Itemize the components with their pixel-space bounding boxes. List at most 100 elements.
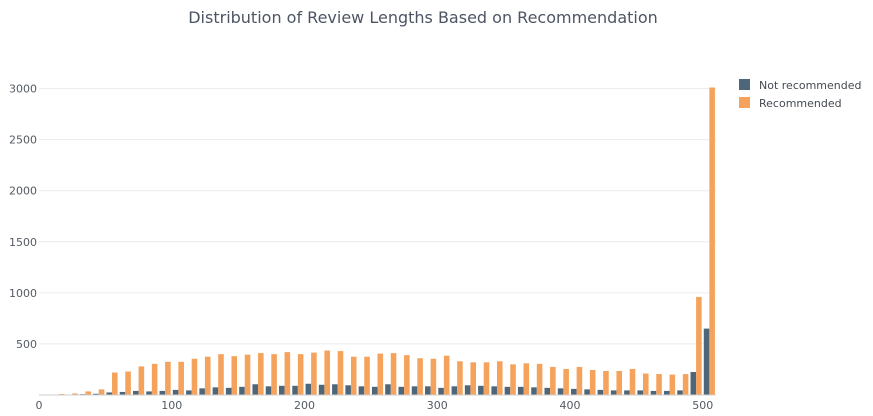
bar-recommended[interactable] (245, 355, 251, 395)
bar-not-recommended[interactable] (518, 387, 524, 395)
bar-recommended[interactable] (378, 354, 384, 395)
bar-recommended[interactable] (351, 357, 357, 395)
bar-recommended[interactable] (311, 353, 317, 395)
bar-recommended[interactable] (218, 354, 224, 395)
bar-not-recommended[interactable] (478, 386, 484, 395)
bar-not-recommended[interactable] (691, 372, 697, 395)
bar-not-recommended[interactable] (359, 386, 365, 395)
bar-not-recommended[interactable] (624, 390, 630, 395)
bar-not-recommended[interactable] (252, 384, 258, 395)
bar-not-recommended[interactable] (438, 388, 444, 395)
bar-recommended[interactable] (656, 374, 662, 395)
bar-not-recommended[interactable] (345, 385, 351, 395)
legend-swatch (739, 97, 750, 108)
bar-recommended[interactable] (444, 356, 450, 395)
bar-recommended[interactable] (338, 351, 344, 395)
bar-not-recommended[interactable] (704, 329, 710, 395)
bar-recommended[interactable] (550, 367, 556, 395)
bar-recommended[interactable] (192, 359, 198, 395)
bar-recommended[interactable] (470, 362, 476, 395)
bar-recommended[interactable] (364, 357, 370, 395)
bar-recommended[interactable] (709, 88, 715, 395)
bar-not-recommended[interactable] (505, 387, 511, 395)
bar-recommended[interactable] (231, 356, 237, 395)
bar-not-recommended[interactable] (133, 391, 139, 395)
bar-recommended[interactable] (205, 357, 211, 395)
bar-not-recommended[interactable] (385, 384, 391, 395)
bar-not-recommended[interactable] (239, 387, 245, 395)
bar-recommended[interactable] (391, 353, 397, 395)
bar-not-recommended[interactable] (199, 388, 205, 395)
bar-recommended[interactable] (484, 362, 490, 395)
bar-not-recommended[interactable] (213, 387, 219, 395)
bar-recommended[interactable] (630, 369, 636, 395)
bar-recommended[interactable] (537, 364, 543, 395)
bar-recommended[interactable] (431, 359, 437, 395)
bar-not-recommended[interactable] (279, 386, 285, 395)
bar-recommended[interactable] (524, 363, 530, 395)
bar-not-recommended[interactable] (266, 386, 272, 395)
bar-recommended[interactable] (324, 351, 330, 395)
legend-item-not-recommended[interactable]: Not recommended (739, 79, 862, 92)
bar-recommended[interactable] (125, 372, 131, 396)
grid-layer (39, 89, 716, 344)
bar-recommended[interactable] (99, 389, 105, 395)
bar-not-recommended[interactable] (398, 387, 404, 395)
bar-not-recommended[interactable] (531, 387, 537, 395)
bar-not-recommended[interactable] (173, 390, 179, 395)
bar-not-recommended[interactable] (571, 389, 577, 395)
bar-recommended[interactable] (497, 361, 503, 395)
bar-not-recommended[interactable] (186, 390, 192, 395)
bar-recommended[interactable] (165, 362, 171, 395)
bar-not-recommended[interactable] (452, 386, 458, 395)
bar-recommended[interactable] (457, 361, 463, 395)
bar-recommended[interactable] (271, 354, 277, 395)
bar-recommended[interactable] (139, 366, 145, 395)
bar-recommended[interactable] (643, 374, 649, 395)
bar-not-recommended[interactable] (637, 390, 643, 395)
bar-not-recommended[interactable] (664, 391, 670, 395)
bar-not-recommended[interactable] (332, 384, 338, 395)
bar-not-recommended[interactable] (319, 385, 325, 395)
bar-recommended[interactable] (603, 371, 609, 395)
bar-recommended[interactable] (258, 353, 264, 395)
bar-recommended[interactable] (577, 367, 583, 395)
bar-not-recommended[interactable] (677, 390, 683, 395)
bar-not-recommended[interactable] (372, 387, 378, 395)
bar-not-recommended[interactable] (306, 384, 312, 395)
bar-not-recommended[interactable] (160, 391, 166, 395)
bar-recommended[interactable] (590, 370, 596, 395)
x-tick-label: 400 (559, 399, 580, 412)
bars-layer (40, 88, 715, 395)
bar-not-recommended[interactable] (584, 389, 590, 395)
bar-recommended[interactable] (696, 297, 702, 395)
bar-recommended[interactable] (85, 391, 91, 395)
bar-recommended[interactable] (510, 364, 516, 395)
bar-not-recommended[interactable] (226, 388, 232, 395)
bar-recommended[interactable] (683, 374, 689, 395)
legend-item-recommended[interactable]: Recommended (739, 97, 842, 110)
bar-recommended[interactable] (112, 373, 118, 395)
bar-not-recommended[interactable] (465, 385, 471, 395)
bar-not-recommended[interactable] (146, 391, 152, 395)
bar-not-recommended[interactable] (558, 388, 564, 395)
bar-recommended[interactable] (178, 362, 184, 395)
bar-recommended[interactable] (670, 375, 676, 395)
bar-recommended[interactable] (616, 371, 622, 395)
bar-not-recommended[interactable] (651, 391, 657, 395)
bar-recommended[interactable] (404, 355, 410, 395)
bar-not-recommended[interactable] (412, 386, 418, 395)
bar-recommended[interactable] (563, 369, 569, 395)
bar-not-recommended[interactable] (425, 386, 431, 395)
legend[interactable]: Not recommended Recommended (739, 79, 862, 110)
bar-not-recommended[interactable] (491, 386, 497, 395)
bar-recommended[interactable] (152, 364, 158, 395)
x-tick-label: 200 (294, 399, 315, 412)
bar-recommended[interactable] (417, 358, 423, 395)
bar-not-recommended[interactable] (611, 390, 617, 395)
bar-not-recommended[interactable] (544, 388, 550, 395)
bar-recommended[interactable] (298, 354, 304, 395)
bar-not-recommended[interactable] (598, 390, 604, 395)
bar-recommended[interactable] (285, 352, 291, 395)
bar-not-recommended[interactable] (292, 386, 298, 395)
